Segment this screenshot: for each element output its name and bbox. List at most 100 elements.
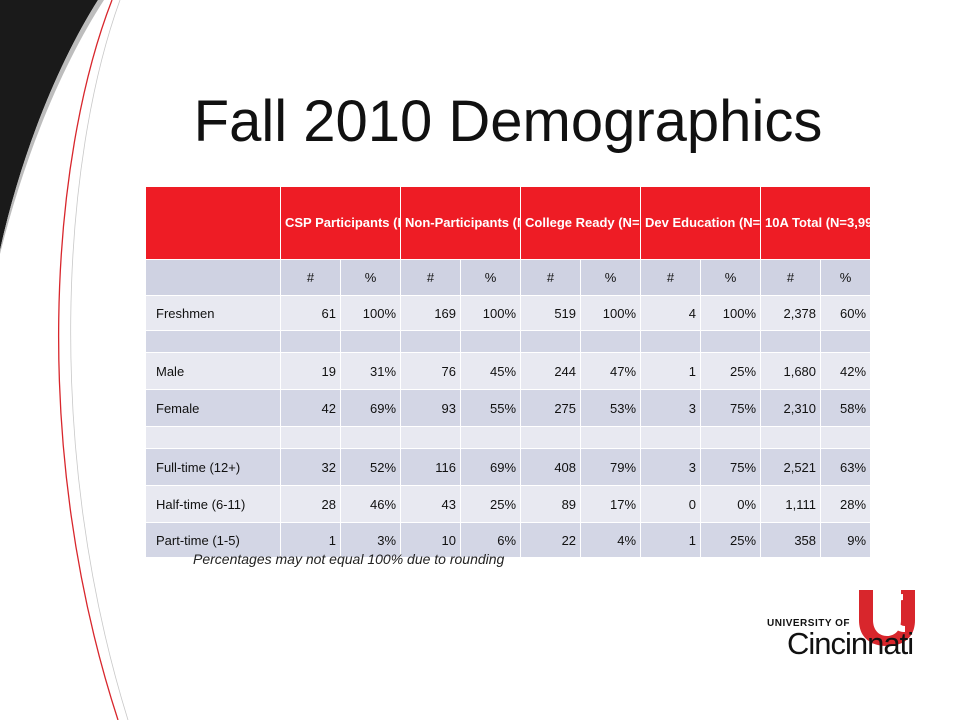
table-cell: 22 [520,522,582,558]
table-cell: 2,310 [760,389,822,427]
subheader-cell: # [280,259,341,296]
gray-arc-line [70,0,129,720]
table-cell [820,330,872,353]
row-label: Male [145,352,281,390]
table-cell: 31% [339,352,402,390]
subheader-cell: % [460,259,522,296]
table-row: Part-time (1-5) 1 3% 10 6% 22 4% 1 25% 358 9% [145,522,872,558]
table-row: Freshmen 61 100% 169 100% 519 100% 4 100% 2,378 60… [145,295,872,331]
table-cell [280,426,341,449]
table-cell: 6% [460,522,522,558]
table-cell: 275 [520,389,582,427]
table-cell [400,330,462,353]
table-cell: 116 [400,448,462,486]
header-non-participants: Non-Participants (N=169) [400,186,522,260]
table-row: Half-time (6-11) 28 46% 43 25% 89 17% 0 0% 1,111 2… [145,485,872,523]
university-logo: UNIVERSITY OF Cincinnati [765,586,925,664]
table-header-row: CSP Participants (N=61) Non-Participants… [145,186,872,260]
table-cell: 358 [760,522,822,558]
table-cell: 244 [520,352,582,390]
table-cell: 100% [580,295,642,331]
table-cell: 19 [280,352,341,390]
table-cell: 89 [520,485,582,523]
subheader-cell: # [760,259,822,296]
table-cell: 25% [700,522,762,558]
footnote: Percentages may not equal 100% due to ro… [193,551,505,567]
table-cell: 408 [520,448,582,486]
table-cell: 1,680 [760,352,822,390]
table-cell [700,330,762,353]
subheader-cell: % [580,259,642,296]
table-cell [760,330,822,353]
table-row: Female 42 69% 93 55% 275 53% 3 75% 2,310 58% [145,389,872,427]
table-cell: 46% [339,485,402,523]
table-cell: 3 [640,389,702,427]
table-cell: 1 [640,352,702,390]
table-cell: 32 [280,448,341,486]
table-cell: 69% [339,389,402,427]
table-cell: 9% [820,522,872,558]
table-cell: 42% [820,352,872,390]
subheader-cell: % [339,259,402,296]
row-label: Part-time (1-5) [145,522,281,558]
table-cell: 28 [280,485,341,523]
table-cell: 60% [820,295,872,331]
table-cell [520,330,582,353]
table-subheader-row: # % # % # % # % # % [145,259,872,296]
table-cell [580,426,642,449]
uc-monogram-icon [859,588,915,646]
table-cell: 169 [400,295,462,331]
table-cell [400,426,462,449]
row-label: Full-time (12+) [145,448,281,486]
table-cell [280,330,341,353]
table-cell: 28% [820,485,872,523]
red-arc-line [58,0,119,720]
table-cell: 93 [400,389,462,427]
subheader-cell: % [700,259,762,296]
table-cell [339,330,402,353]
table-cell: 61 [280,295,341,331]
table-cell: 4 [640,295,702,331]
table-cell: 1 [280,522,341,558]
table-cell [460,426,522,449]
row-label [145,330,281,353]
table-cell [640,330,702,353]
table-cell [700,426,762,449]
table-cell: 100% [460,295,522,331]
table-cell: 0 [640,485,702,523]
table-cell [520,426,582,449]
table-cell: 100% [700,295,762,331]
page-title: Fall 2010 Demographics [193,89,823,154]
table-cell [640,426,702,449]
table-cell: 53% [580,389,642,427]
table-cell: 10 [400,522,462,558]
table-row [145,330,872,353]
table-cell: 47% [580,352,642,390]
table-cell: 1,111 [760,485,822,523]
table-cell: 0% [700,485,762,523]
table-cell: 75% [700,448,762,486]
table-cell: 25% [460,485,522,523]
subheader-cell: # [400,259,462,296]
table-row: Male 19 31% 76 45% 244 47% 1 25% 1,680 42% [145,352,872,390]
table-cell: 76 [400,352,462,390]
table-cell: 55% [460,389,522,427]
table-cell: 52% [339,448,402,486]
row-label [145,426,281,449]
table-cell: 79% [580,448,642,486]
table-cell [580,330,642,353]
table-row: Full-time (12+) 32 52% 116 69% 408 79% 3 75% 2,52… [145,448,872,486]
table-cell: 17% [580,485,642,523]
row-label: Female [145,389,281,427]
table-cell: 100% [339,295,402,331]
table-cell: 45% [460,352,522,390]
table-cell: 69% [460,448,522,486]
table-cell [460,330,522,353]
logo-university-of: UNIVERSITY OF [767,618,850,629]
subheader-cell: % [820,259,872,296]
table-cell: 3% [339,522,402,558]
table-cell [820,426,872,449]
table-cell: 2,521 [760,448,822,486]
table-cell: 3 [640,448,702,486]
